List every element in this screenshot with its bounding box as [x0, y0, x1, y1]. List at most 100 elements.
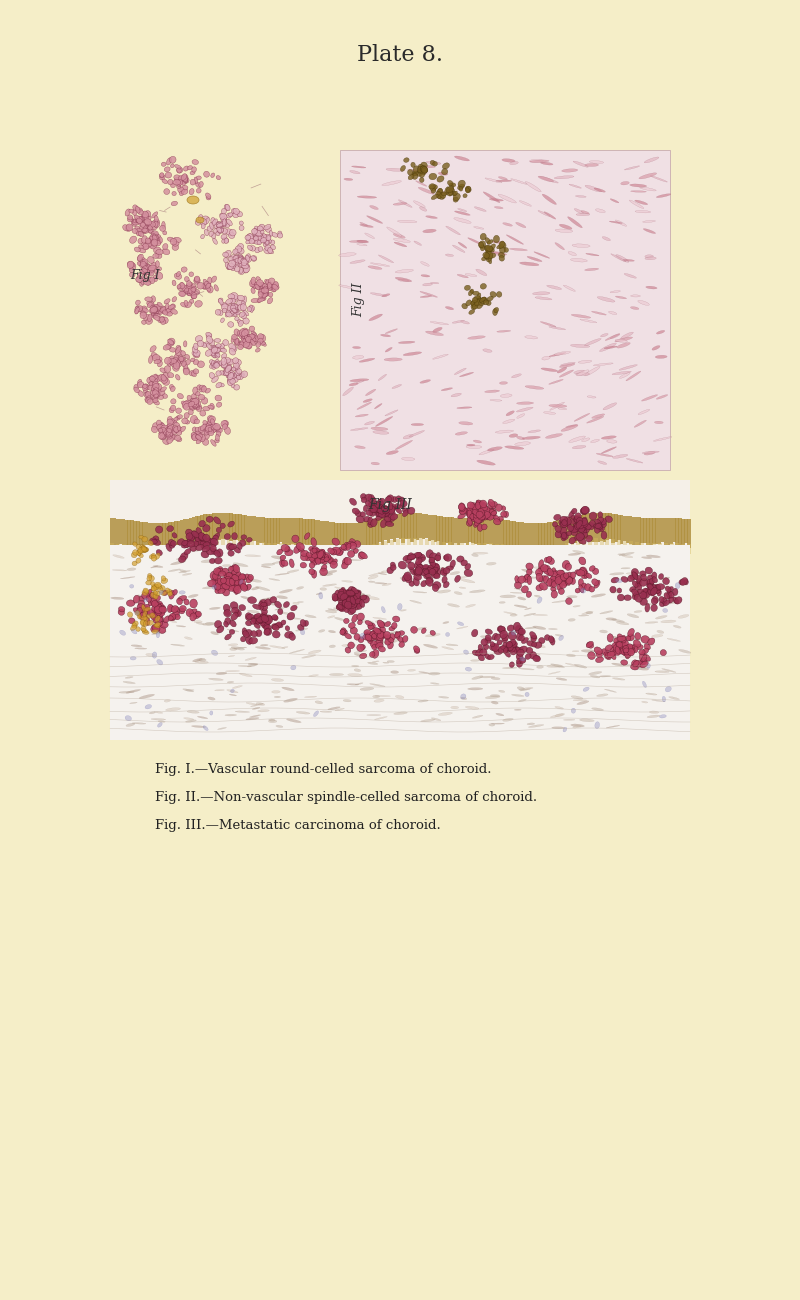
Ellipse shape: [466, 187, 470, 192]
Ellipse shape: [489, 246, 494, 252]
Ellipse shape: [261, 237, 266, 242]
Ellipse shape: [596, 454, 613, 456]
Ellipse shape: [599, 676, 610, 677]
Ellipse shape: [375, 629, 383, 637]
Ellipse shape: [622, 645, 629, 653]
Ellipse shape: [578, 360, 592, 363]
Ellipse shape: [224, 577, 229, 582]
Ellipse shape: [476, 269, 487, 276]
Ellipse shape: [262, 620, 270, 628]
Ellipse shape: [239, 225, 244, 230]
Ellipse shape: [233, 580, 238, 586]
Ellipse shape: [378, 632, 384, 638]
Ellipse shape: [348, 597, 355, 604]
Ellipse shape: [222, 589, 230, 595]
Bar: [302, 519, 306, 545]
Ellipse shape: [346, 597, 353, 603]
Ellipse shape: [618, 649, 623, 654]
Ellipse shape: [317, 552, 323, 558]
Ellipse shape: [547, 558, 554, 564]
Ellipse shape: [380, 519, 387, 528]
Ellipse shape: [457, 556, 464, 562]
Ellipse shape: [161, 590, 170, 592]
Ellipse shape: [628, 647, 635, 654]
Ellipse shape: [225, 263, 230, 269]
Ellipse shape: [580, 318, 597, 322]
Ellipse shape: [218, 571, 226, 576]
Ellipse shape: [178, 291, 186, 296]
Ellipse shape: [170, 347, 176, 352]
Ellipse shape: [188, 402, 194, 407]
Ellipse shape: [146, 595, 151, 602]
Ellipse shape: [494, 519, 501, 525]
Ellipse shape: [233, 365, 238, 370]
Ellipse shape: [320, 573, 333, 576]
Ellipse shape: [265, 244, 271, 251]
Ellipse shape: [168, 429, 173, 436]
Ellipse shape: [196, 176, 202, 179]
Ellipse shape: [315, 558, 321, 564]
Ellipse shape: [125, 676, 133, 679]
Ellipse shape: [206, 350, 212, 356]
Ellipse shape: [571, 516, 579, 520]
Ellipse shape: [147, 399, 153, 404]
Ellipse shape: [478, 511, 485, 519]
Ellipse shape: [254, 226, 258, 230]
Ellipse shape: [246, 254, 250, 259]
Ellipse shape: [365, 233, 374, 239]
Ellipse shape: [618, 594, 625, 601]
Ellipse shape: [274, 601, 282, 608]
Ellipse shape: [483, 512, 490, 519]
Ellipse shape: [228, 567, 234, 572]
Ellipse shape: [378, 510, 384, 516]
Ellipse shape: [409, 430, 425, 437]
Ellipse shape: [347, 597, 352, 603]
Ellipse shape: [338, 252, 356, 256]
Ellipse shape: [148, 221, 155, 228]
Bar: [448, 542, 452, 552]
Ellipse shape: [173, 242, 179, 246]
Ellipse shape: [251, 277, 256, 285]
Ellipse shape: [514, 647, 521, 654]
Ellipse shape: [410, 627, 418, 633]
Ellipse shape: [142, 214, 149, 220]
Ellipse shape: [251, 229, 258, 234]
Ellipse shape: [258, 282, 263, 289]
Ellipse shape: [466, 186, 471, 191]
Ellipse shape: [466, 510, 474, 517]
Ellipse shape: [552, 601, 567, 603]
Ellipse shape: [506, 644, 512, 651]
Ellipse shape: [398, 562, 406, 569]
Ellipse shape: [250, 334, 256, 341]
Ellipse shape: [337, 589, 346, 592]
Ellipse shape: [205, 623, 214, 625]
Ellipse shape: [217, 581, 222, 586]
Ellipse shape: [142, 547, 149, 552]
Ellipse shape: [132, 229, 138, 234]
Ellipse shape: [332, 593, 338, 601]
Bar: [162, 523, 166, 549]
Ellipse shape: [610, 221, 622, 224]
Ellipse shape: [120, 630, 126, 636]
Ellipse shape: [194, 398, 199, 403]
Bar: [646, 543, 650, 552]
Ellipse shape: [395, 441, 413, 450]
Bar: [349, 523, 353, 551]
Ellipse shape: [142, 268, 148, 272]
Ellipse shape: [611, 590, 621, 593]
Ellipse shape: [266, 226, 271, 233]
Ellipse shape: [165, 303, 169, 311]
Ellipse shape: [350, 549, 361, 551]
Ellipse shape: [170, 614, 176, 620]
Ellipse shape: [347, 597, 354, 604]
Ellipse shape: [214, 361, 218, 367]
Ellipse shape: [316, 593, 322, 594]
Ellipse shape: [143, 389, 147, 393]
Ellipse shape: [634, 584, 642, 590]
Ellipse shape: [276, 621, 282, 628]
Bar: [623, 541, 627, 550]
Ellipse shape: [573, 526, 579, 532]
Ellipse shape: [227, 629, 239, 632]
Ellipse shape: [225, 222, 230, 227]
Bar: [437, 516, 440, 541]
